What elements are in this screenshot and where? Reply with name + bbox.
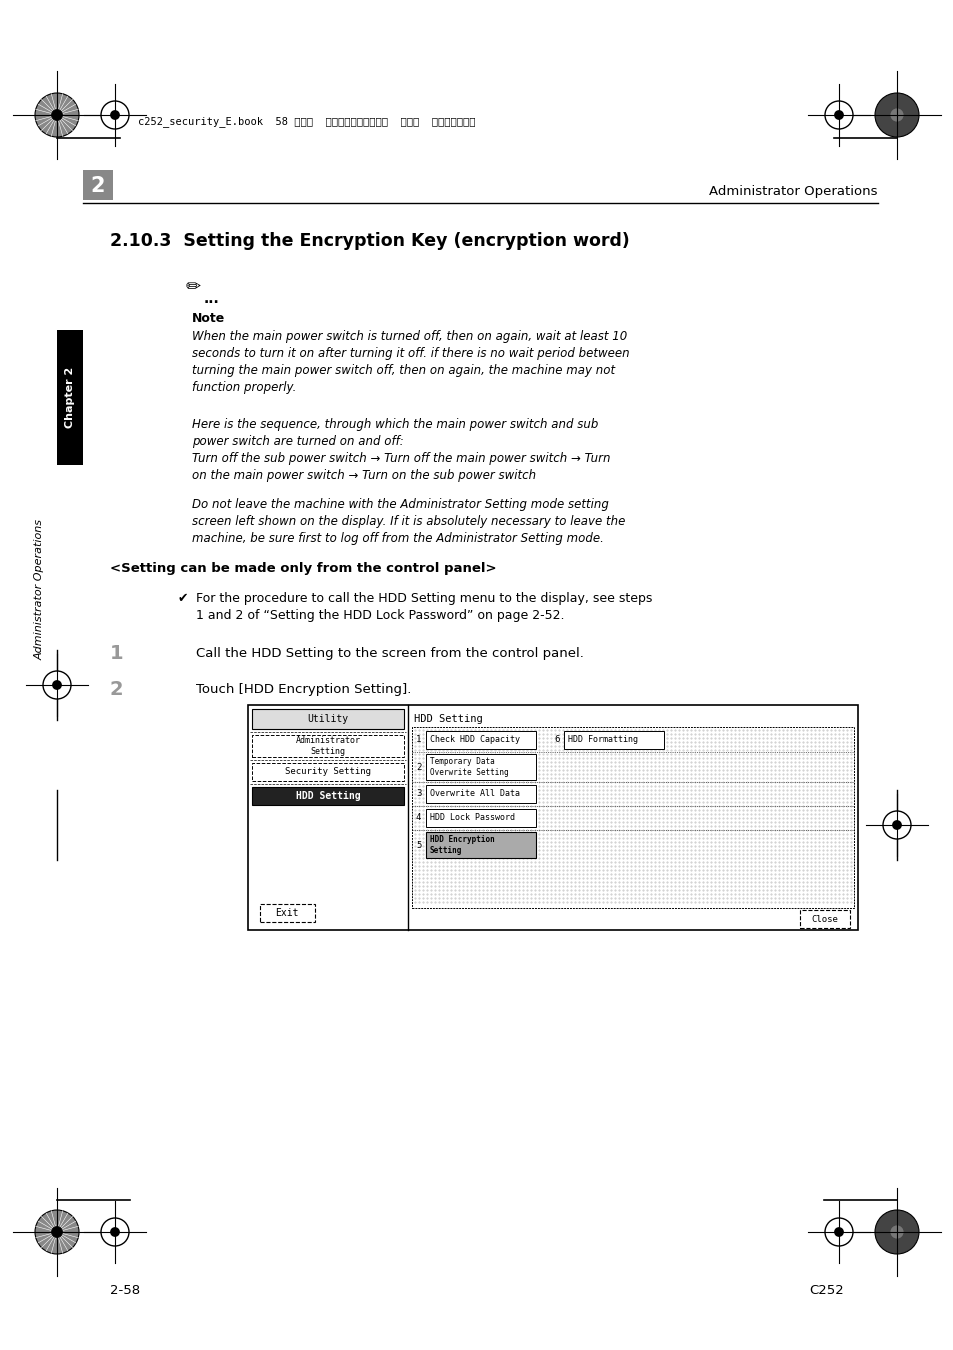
Bar bbox=[252, 763, 403, 782]
Circle shape bbox=[874, 93, 918, 136]
Bar bbox=[252, 734, 403, 757]
Text: When the main power switch is turned off, then on again, wait at least 10
second: When the main power switch is turned off… bbox=[192, 329, 629, 394]
Bar bbox=[426, 730, 536, 749]
Text: Security Setting: Security Setting bbox=[285, 768, 371, 776]
Text: ...: ... bbox=[204, 292, 219, 306]
Text: 5: 5 bbox=[416, 841, 421, 849]
Text: Administrator Operations: Administrator Operations bbox=[709, 185, 877, 198]
Circle shape bbox=[824, 1218, 852, 1246]
Text: Close: Close bbox=[811, 914, 838, 923]
Circle shape bbox=[891, 819, 901, 830]
Text: Utility: Utility bbox=[307, 714, 348, 724]
Bar bbox=[252, 787, 403, 805]
Bar bbox=[83, 170, 112, 200]
Circle shape bbox=[51, 109, 63, 120]
Text: HDD Formatting: HDD Formatting bbox=[567, 736, 638, 744]
Circle shape bbox=[833, 1227, 843, 1237]
Text: Exit: Exit bbox=[275, 909, 298, 918]
Text: Here is the sequence, through which the main power switch and sub
power switch a: Here is the sequence, through which the … bbox=[192, 418, 598, 448]
Text: 1: 1 bbox=[416, 736, 421, 744]
Bar bbox=[426, 832, 536, 859]
Text: Do not leave the machine with the Administrator Setting mode setting
screen left: Do not leave the machine with the Admini… bbox=[192, 498, 625, 545]
Circle shape bbox=[833, 111, 843, 120]
Text: 1: 1 bbox=[110, 644, 124, 663]
Text: C252: C252 bbox=[808, 1284, 843, 1296]
Circle shape bbox=[110, 111, 120, 120]
Text: 2: 2 bbox=[416, 763, 421, 771]
Text: 2-58: 2-58 bbox=[110, 1284, 140, 1296]
Circle shape bbox=[35, 1210, 79, 1254]
Text: 3: 3 bbox=[416, 790, 421, 798]
Text: Administrator
Setting: Administrator Setting bbox=[295, 736, 360, 756]
Text: 6: 6 bbox=[554, 736, 558, 744]
Text: 2.10.3  Setting the Encryption Key (encryption word): 2.10.3 Setting the Encryption Key (encry… bbox=[110, 232, 629, 250]
Text: Temporary Data
Overwrite Setting: Temporary Data Overwrite Setting bbox=[430, 757, 508, 778]
Text: Administrator Operations: Administrator Operations bbox=[35, 520, 45, 660]
Circle shape bbox=[824, 101, 852, 130]
Circle shape bbox=[35, 93, 79, 136]
Text: Overwrite All Data: Overwrite All Data bbox=[430, 790, 519, 798]
Text: <Setting can be made only from the control panel>: <Setting can be made only from the contr… bbox=[110, 562, 497, 575]
Circle shape bbox=[101, 101, 129, 130]
Text: 2: 2 bbox=[91, 176, 105, 196]
Text: ✏: ✏ bbox=[186, 278, 201, 296]
Text: HDD Setting: HDD Setting bbox=[414, 714, 482, 724]
Bar bbox=[563, 730, 663, 749]
Circle shape bbox=[110, 1227, 120, 1237]
Text: Touch [HDD Encryption Setting].: Touch [HDD Encryption Setting]. bbox=[195, 683, 411, 697]
Bar bbox=[57, 329, 83, 464]
Text: 2: 2 bbox=[110, 680, 124, 699]
Circle shape bbox=[43, 671, 71, 699]
Bar bbox=[426, 755, 536, 780]
Circle shape bbox=[874, 1210, 918, 1254]
Circle shape bbox=[882, 811, 910, 838]
Circle shape bbox=[889, 1226, 902, 1238]
Text: Call the HDD Setting to the screen from the control panel.: Call the HDD Setting to the screen from … bbox=[195, 647, 583, 660]
Text: c252_security_E.book  58 ページ  ２００７年４月１０日  火曜日  午後３時４５分: c252_security_E.book 58 ページ ２００７年４月１０日 火… bbox=[138, 116, 475, 127]
Text: For the procedure to call the HDD Setting menu to the display, see steps
1 and 2: For the procedure to call the HDD Settin… bbox=[195, 593, 652, 622]
Bar bbox=[248, 705, 857, 930]
Text: Turn off the sub power switch → Turn off the main power switch → Turn
on the mai: Turn off the sub power switch → Turn off… bbox=[192, 452, 610, 482]
Circle shape bbox=[101, 1218, 129, 1246]
Text: Chapter 2: Chapter 2 bbox=[65, 366, 75, 428]
Circle shape bbox=[889, 108, 902, 122]
Bar bbox=[260, 904, 314, 922]
Bar bbox=[800, 910, 849, 927]
Circle shape bbox=[52, 680, 62, 690]
Text: 4: 4 bbox=[416, 814, 421, 822]
Text: HDD Encryption
Setting: HDD Encryption Setting bbox=[430, 834, 495, 855]
Text: Note: Note bbox=[192, 312, 225, 325]
Bar bbox=[426, 784, 536, 803]
Bar bbox=[412, 728, 853, 909]
Text: Check HDD Capacity: Check HDD Capacity bbox=[430, 736, 519, 744]
Text: HDD Lock Password: HDD Lock Password bbox=[430, 814, 515, 822]
Bar bbox=[426, 809, 536, 828]
Text: ✔: ✔ bbox=[178, 593, 189, 605]
Circle shape bbox=[51, 1227, 63, 1238]
Bar bbox=[252, 709, 403, 729]
Text: HDD Setting: HDD Setting bbox=[295, 791, 360, 801]
